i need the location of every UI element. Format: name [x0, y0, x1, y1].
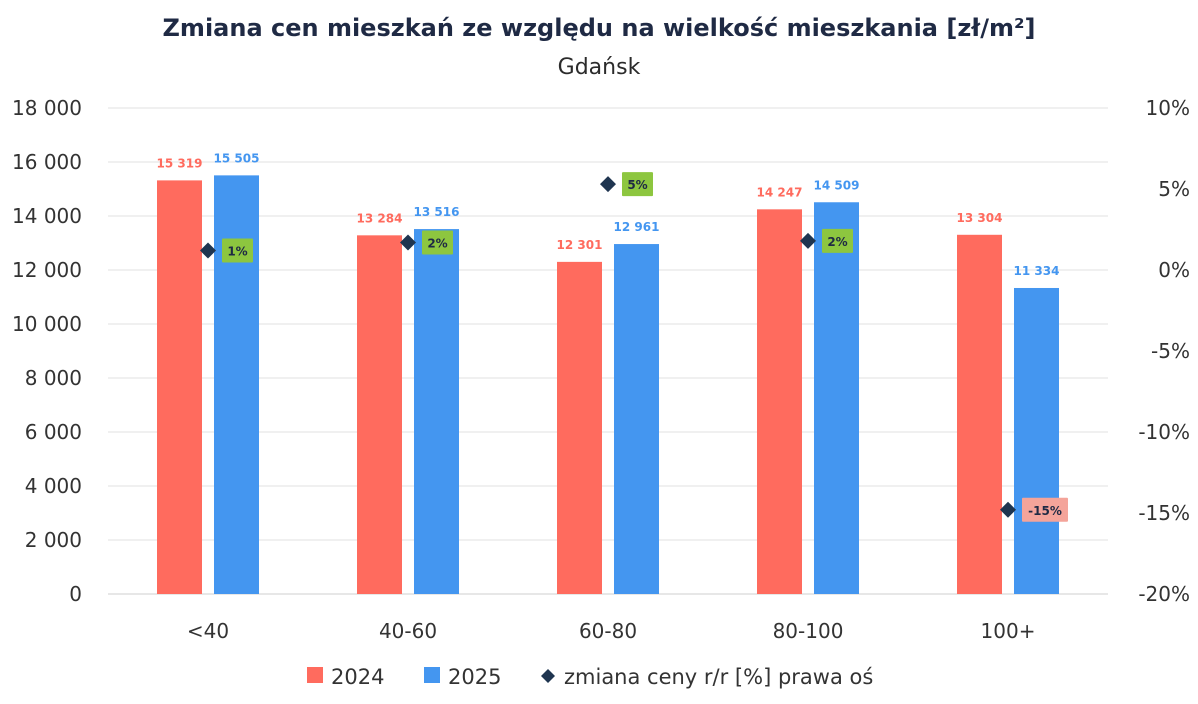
- change-label-bg: [422, 230, 453, 255]
- data-label-2024: 13 284: [357, 211, 403, 225]
- y2-tick-label: 5%: [1158, 177, 1190, 201]
- change-label-bg: [1022, 497, 1068, 522]
- legend-label: 2024: [331, 665, 384, 689]
- bar-2024: [757, 209, 802, 594]
- y-tick-label: 8 000: [25, 366, 82, 390]
- change-label-bg: [822, 228, 853, 253]
- category-label: 80-100: [773, 619, 844, 643]
- data-label-2024: 13 304: [957, 211, 1003, 225]
- data-label-2025: 14 509: [814, 178, 860, 192]
- change-label: -15%: [1028, 504, 1062, 518]
- legend-marker: [541, 669, 555, 683]
- change-marker: [200, 242, 216, 259]
- y-tick-label: 0: [69, 582, 82, 606]
- y-tick-label: 16 000: [12, 150, 82, 174]
- change-marker: [800, 232, 816, 249]
- data-label-2025: 12 961: [614, 220, 660, 234]
- category-label: 100+: [981, 619, 1036, 643]
- chart-subtitle: Gdańsk: [558, 55, 641, 80]
- change-markers: 1% 2% 5% 2% -15%: [200, 172, 1068, 522]
- y2-tick-label: -15%: [1138, 501, 1190, 525]
- change-label-bg: [222, 238, 253, 263]
- change-label: 2%: [427, 236, 447, 250]
- data-label-2025: 15 505: [214, 151, 260, 165]
- change-marker: [400, 234, 416, 251]
- category-label: 40-60: [379, 619, 437, 643]
- y-tick-label: 4 000: [25, 474, 82, 498]
- legend-swatch: [307, 667, 323, 683]
- gridlines: [108, 107, 1108, 595]
- bar-2025: [1014, 287, 1059, 594]
- legend-label: 2025: [448, 665, 501, 689]
- data-label-2024: 14 247: [757, 185, 803, 199]
- legend: 2024 2025 zmiana ceny r/r [%] prawa oś: [307, 665, 873, 689]
- category-label: <40: [187, 619, 229, 643]
- bar-2024: [357, 235, 402, 594]
- change-label-bg: [622, 172, 653, 197]
- y2-tick-label: -10%: [1138, 420, 1190, 444]
- y-tick-label: 2 000: [25, 528, 82, 552]
- y2-tick-label: 0%: [1158, 258, 1190, 282]
- left-axis: 0 2 000 4 000 6 000 8 000 10 000 12 000 14 000 1…: [12, 96, 82, 606]
- data-label-2025: 11 334: [1014, 264, 1060, 278]
- bar-2025: [414, 229, 459, 594]
- y-tick-label: 18 000: [12, 96, 82, 120]
- data-label-2024: 15 319: [157, 156, 203, 170]
- y-tick-label: 10 000: [12, 312, 82, 336]
- chart-title: Zmiana cen mieszkań ze względu na wielko…: [163, 14, 1036, 42]
- y2-tick-label: 10%: [1146, 96, 1190, 120]
- bar-2024: [557, 261, 602, 594]
- change-label: 5%: [627, 178, 647, 192]
- bar-2024: [157, 180, 202, 594]
- right-axis: -20% -15% -10% -5% 0% 5% 10%: [1138, 96, 1190, 606]
- data-label-2025: 13 516: [414, 205, 460, 219]
- legend-label: zmiana ceny r/r [%] prawa oś: [564, 665, 873, 689]
- y-tick-label: 14 000: [12, 204, 82, 228]
- y-tick-label: 6 000: [25, 420, 82, 444]
- bar-2024: [957, 234, 1002, 595]
- bar-2025: [214, 175, 259, 595]
- y2-tick-label: -5%: [1151, 339, 1190, 363]
- change-marker: [600, 176, 616, 193]
- category-label: 60-80: [579, 619, 637, 643]
- bar-2025: [814, 202, 859, 594]
- change-label: 1%: [227, 245, 247, 259]
- category-labels: <40 40-60 60-80 80-100 100+: [187, 619, 1036, 643]
- change-marker: [1000, 501, 1016, 518]
- bars: 15 319 15 505 13 284 13 516 12 301 12 961 14 2…: [157, 151, 1060, 595]
- y-tick-label: 12 000: [12, 258, 82, 282]
- data-label-2024: 12 301: [557, 238, 603, 252]
- y2-tick-label: -20%: [1138, 582, 1190, 606]
- bar-2025: [614, 244, 659, 595]
- change-label: 2%: [827, 235, 847, 249]
- legend-swatch: [424, 667, 440, 683]
